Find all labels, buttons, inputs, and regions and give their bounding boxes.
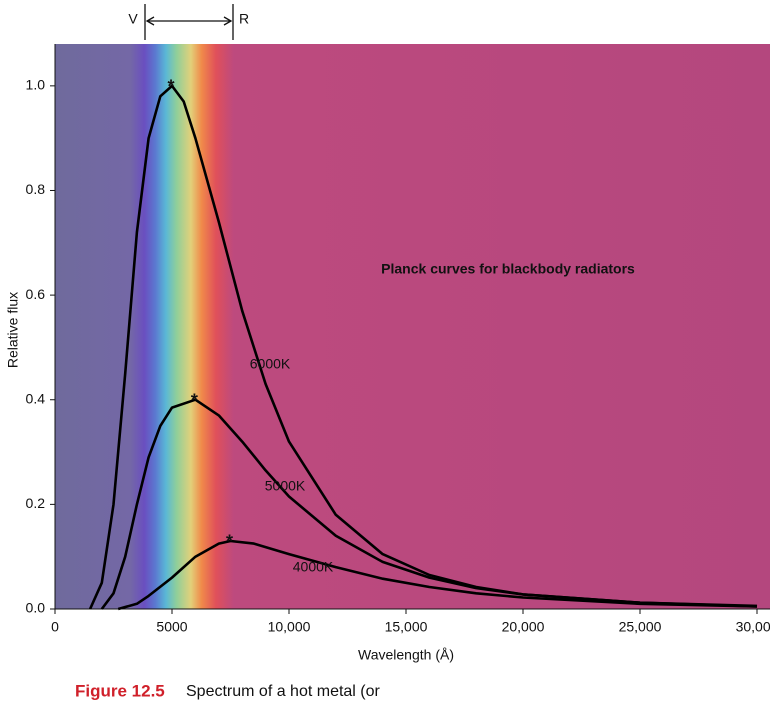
peak-marker: * xyxy=(191,390,198,410)
x-tick-label: 20,000 xyxy=(502,619,545,635)
y-axis-label: Relative flux xyxy=(5,292,21,368)
y-tick-label: 1.0 xyxy=(26,77,46,93)
x-tick-label: 10,000 xyxy=(268,619,311,635)
x-axis-label: Wavelength (Å) xyxy=(358,647,454,663)
chart-title: Planck curves for blackbody radiators xyxy=(381,261,635,277)
series-label: 5000K xyxy=(265,478,306,494)
x-tick-label: 5000 xyxy=(156,619,187,635)
planck-curve xyxy=(117,539,758,611)
x-tick-label: 25,000 xyxy=(619,619,662,635)
visible-range-arrow xyxy=(144,4,234,40)
planck-curve xyxy=(88,84,758,610)
series-label: 6000K xyxy=(250,356,291,372)
y-tick-label: 0.4 xyxy=(26,390,46,406)
y-tick-label: 0.2 xyxy=(26,495,46,511)
y-tick-label: 0.0 xyxy=(26,600,46,616)
x-tick-label: 30,000 xyxy=(736,619,770,635)
peak-marker: * xyxy=(167,77,174,97)
y-tick-label: 0.6 xyxy=(26,286,46,302)
y-tick-label: 0.8 xyxy=(26,181,46,197)
caption-label: Figure 12.5 xyxy=(75,681,165,700)
x-tick-label: 0 xyxy=(51,619,59,635)
planck-curve xyxy=(100,398,758,610)
peak-marker: * xyxy=(226,532,233,552)
x-tick-label: 15,000 xyxy=(385,619,428,635)
spectrum-background xyxy=(55,44,770,609)
caption-text: Spectrum of a hot metal (or xyxy=(186,683,381,700)
series-label: 4000K xyxy=(293,559,334,575)
band-label: R xyxy=(239,11,249,27)
band-label: V xyxy=(128,11,138,27)
